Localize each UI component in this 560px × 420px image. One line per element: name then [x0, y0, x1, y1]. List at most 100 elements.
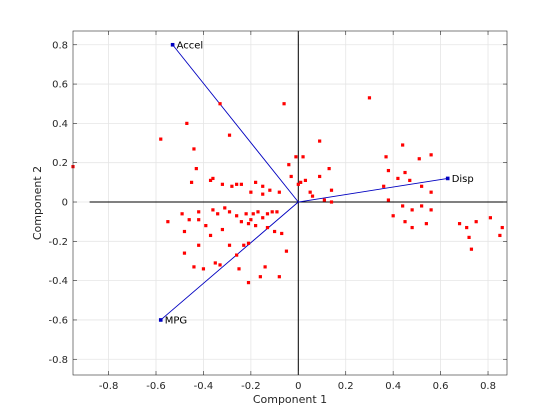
score-point: [261, 192, 265, 196]
y-axis-ticks: -0.8 -0.6 -0.4 -0.2 0 0.2 0.4 0.6 0.8: [48, 40, 507, 366]
score-point: [403, 170, 407, 175]
score-point: [410, 208, 414, 212]
vector-end-marker-accel: [170, 42, 175, 47]
score-point: [318, 174, 322, 179]
plot-area: [73, 31, 507, 375]
score-point: [488, 216, 492, 220]
score-point: [410, 225, 414, 230]
plot-frame: [72, 30, 508, 376]
x-tick-label: -0.6: [146, 381, 166, 392]
score-point: [299, 180, 303, 184]
score-point: [296, 182, 300, 186]
score-point: [401, 204, 405, 208]
score-point: [277, 275, 281, 279]
score-point: [327, 167, 331, 171]
score-point: [287, 163, 291, 167]
score-point: [429, 153, 433, 157]
vector-label-disp: Disp: [452, 174, 474, 185]
score-point: [208, 178, 213, 182]
score-point: [246, 281, 251, 285]
score-point: [294, 155, 298, 159]
vector-line-disp: [298, 177, 448, 203]
score-point: [249, 190, 253, 194]
score-point: [201, 267, 206, 271]
score-point: [329, 188, 334, 192]
vector-line-mpg: [160, 201, 299, 321]
score-point: [474, 220, 478, 224]
y-tick-label: -0.6: [48, 315, 68, 326]
score-point: [322, 198, 326, 202]
score-point: [420, 184, 424, 188]
score-point: [182, 251, 187, 255]
y-tick-label: -0.2: [48, 237, 68, 248]
score-point: [382, 184, 386, 188]
vector-label-mpg: MPG: [165, 315, 187, 326]
score-point: [185, 121, 189, 125]
score-point: [180, 212, 184, 216]
score-point: [261, 216, 265, 220]
score-point: [218, 263, 222, 267]
score-point: [211, 176, 215, 181]
score-point: [159, 137, 163, 141]
score-point: [220, 227, 225, 232]
score-point: [197, 210, 201, 214]
score-point: [192, 147, 196, 151]
y-tick-label: -0.8: [48, 355, 68, 366]
score-point: [318, 139, 322, 143]
vector-end-marker-disp: [445, 176, 450, 181]
score-point: [258, 275, 262, 279]
score-point: [403, 220, 407, 224]
score-point: [242, 243, 246, 247]
score-point: [237, 267, 241, 271]
score-point: [282, 102, 286, 106]
score-point: [498, 233, 502, 238]
score-point: [227, 133, 232, 137]
vector-label-accel: Accel: [177, 40, 204, 51]
vector-line-accel: [172, 44, 299, 203]
y-tick-label: 0.2: [52, 158, 68, 169]
score-point: [192, 265, 196, 269]
y-tick-label: 0.4: [52, 119, 68, 130]
x-axis-label: Component 1: [253, 393, 327, 406]
score-point: [211, 208, 215, 212]
score-point: [384, 155, 388, 159]
score-point: [310, 194, 315, 198]
score-point: [303, 178, 308, 182]
score-points: [71, 96, 504, 285]
score-point: [301, 155, 305, 159]
score-point: [500, 225, 504, 230]
score-point: [391, 214, 395, 218]
score-point: [213, 261, 217, 265]
score-point: [220, 182, 225, 186]
score-point: [386, 168, 391, 173]
score-point: [166, 220, 170, 224]
score-point: [182, 229, 187, 234]
score-point: [275, 210, 279, 214]
score-point: [204, 224, 208, 228]
score-point: [246, 241, 251, 245]
score-point: [429, 208, 433, 212]
y-tick-label: 0.8: [52, 40, 68, 51]
score-point: [235, 214, 239, 218]
score-point: [218, 102, 222, 106]
score-point: [249, 218, 253, 222]
x-tick-label: -0.8: [99, 381, 119, 392]
score-point: [268, 188, 272, 192]
x-tick-label: 0: [295, 381, 301, 392]
score-point: [194, 167, 198, 171]
score-point: [420, 204, 424, 208]
score-point: [367, 96, 372, 100]
score-point: [408, 178, 412, 182]
score-point: [265, 212, 270, 216]
variable-vectors: Accel Disp MPG: [158, 40, 474, 326]
score-point: [280, 231, 284, 236]
y-tick-label: -0.4: [48, 276, 68, 287]
score-point: [289, 174, 293, 179]
score-point: [189, 180, 194, 184]
score-point: [401, 143, 405, 147]
score-point: [429, 190, 433, 194]
score-point: [254, 180, 258, 184]
score-point: [386, 198, 391, 202]
score-point: [244, 212, 248, 216]
x-tick-label: 0.8: [480, 381, 496, 392]
